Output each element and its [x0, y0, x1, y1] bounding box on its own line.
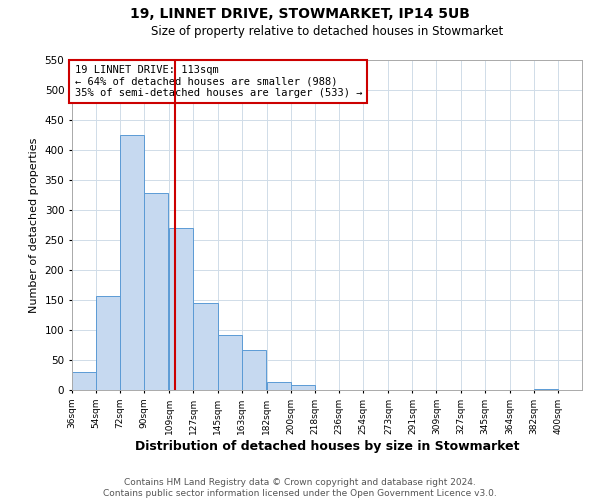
Bar [242, 350, 266, 390]
Bar [169, 228, 193, 390]
Title: Size of property relative to detached houses in Stowmarket: Size of property relative to detached ho… [151, 25, 503, 38]
Y-axis label: Number of detached properties: Number of detached properties [29, 138, 39, 312]
Bar [72, 372, 96, 390]
X-axis label: Distribution of detached houses by size in Stowmarket: Distribution of detached houses by size … [135, 440, 519, 452]
Text: 19, LINNET DRIVE, STOWMARKET, IP14 5UB: 19, LINNET DRIVE, STOWMARKET, IP14 5UB [130, 8, 470, 22]
Bar [144, 193, 168, 390]
Bar [218, 336, 242, 390]
Bar [96, 296, 120, 390]
Bar [193, 303, 218, 390]
Text: 19 LINNET DRIVE: 113sqm
← 64% of detached houses are smaller (988)
35% of semi-d: 19 LINNET DRIVE: 113sqm ← 64% of detache… [74, 65, 362, 98]
Bar [534, 389, 558, 390]
Bar [267, 382, 291, 390]
Bar [291, 385, 315, 390]
Bar [120, 135, 144, 390]
Text: Contains HM Land Registry data © Crown copyright and database right 2024.
Contai: Contains HM Land Registry data © Crown c… [103, 478, 497, 498]
